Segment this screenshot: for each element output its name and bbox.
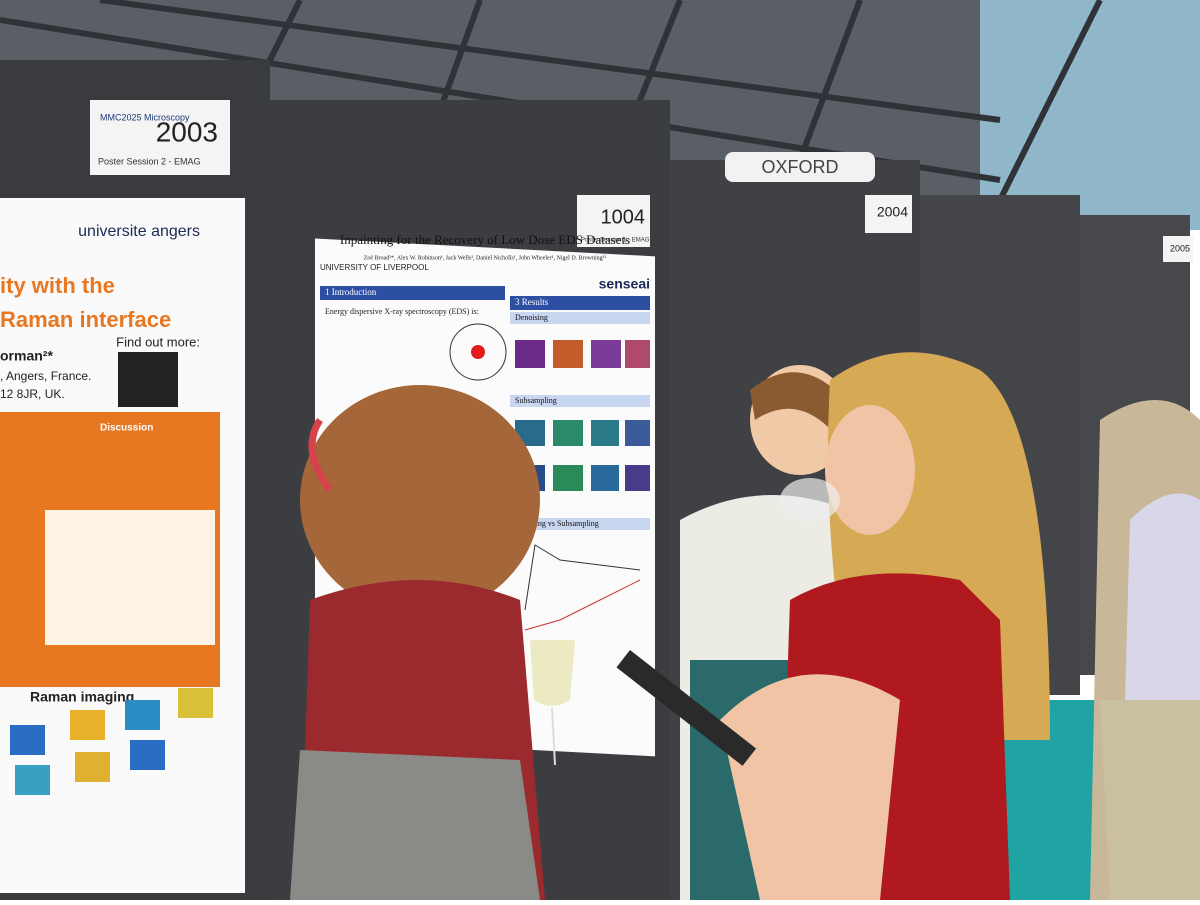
subsection-bar xyxy=(510,395,650,407)
section-heading: 1 Introduction xyxy=(325,287,377,297)
person-right xyxy=(616,352,1050,900)
poster-text: Energy dispersive X-ray spectroscopy (ED… xyxy=(325,307,479,316)
section-heading: 3 Results xyxy=(515,297,549,307)
poster-text: Find out more: xyxy=(116,334,200,349)
exhibitor-name: OXFORD xyxy=(761,157,838,177)
glass-wall xyxy=(980,0,1200,230)
person-far-right xyxy=(1090,400,1200,900)
sign-logo: MMC2025 Microscopy xyxy=(100,112,190,122)
poster-authors: Zoë Broad¹*, Alex W. Robinson¹, Jack Wel… xyxy=(364,255,607,261)
sign-session: Poster Session 1 - EMAG xyxy=(581,238,650,244)
poster-title: ity with the xyxy=(0,273,115,298)
sign-2005 xyxy=(1163,236,1193,262)
sign-number: 2003 xyxy=(156,116,218,147)
sign-2003 xyxy=(90,100,230,175)
atom-nucleus xyxy=(471,345,485,359)
section-heading: Subsampling xyxy=(515,396,557,405)
poster-author: orman²* xyxy=(0,348,53,364)
raman-maps xyxy=(10,688,213,795)
section-heading: Denoising vs Subsampling xyxy=(513,519,599,528)
section-bar xyxy=(510,296,650,310)
exhibitor-banner xyxy=(725,152,875,182)
poster-title: Raman interface xyxy=(0,307,171,332)
poster-logo: universite angers xyxy=(78,223,200,240)
poster-heading: Discussion xyxy=(100,423,153,434)
sign-1004 xyxy=(577,195,650,247)
sign-number: 1004 xyxy=(601,206,646,228)
qr-code xyxy=(118,352,178,407)
subsection-bar xyxy=(510,312,650,324)
atom-diagram xyxy=(449,323,507,381)
section-heading: Denoising xyxy=(515,313,548,322)
wine-glass-stem xyxy=(551,707,556,766)
sign-session: Poster Session 2 - EMAG xyxy=(98,156,201,166)
poster-table xyxy=(45,510,215,645)
wine-glass xyxy=(530,640,575,706)
poster-sponsor: senseai xyxy=(599,276,650,292)
poster-university: UNIVERSITY OF LIVERPOOL xyxy=(320,263,429,272)
poster-plot-line xyxy=(524,579,641,631)
person-left xyxy=(290,385,545,900)
sign-number: 2005 xyxy=(1170,243,1190,253)
section-bar xyxy=(320,286,505,300)
denoising-maps xyxy=(515,340,650,368)
poster-heading: Raman imaging xyxy=(30,689,134,705)
poster-affiliation: , Angers, France. xyxy=(0,369,91,383)
sign-2004 xyxy=(865,195,912,233)
wine-glass xyxy=(780,478,840,522)
poster-affiliation: 12 8JR, UK. xyxy=(0,387,65,401)
poster-plot-line xyxy=(524,544,641,611)
sign-number: 2004 xyxy=(877,204,908,220)
subsection-bar xyxy=(510,518,650,530)
poster-title: Inpainting for the Recovery of Low Dose … xyxy=(340,232,630,247)
